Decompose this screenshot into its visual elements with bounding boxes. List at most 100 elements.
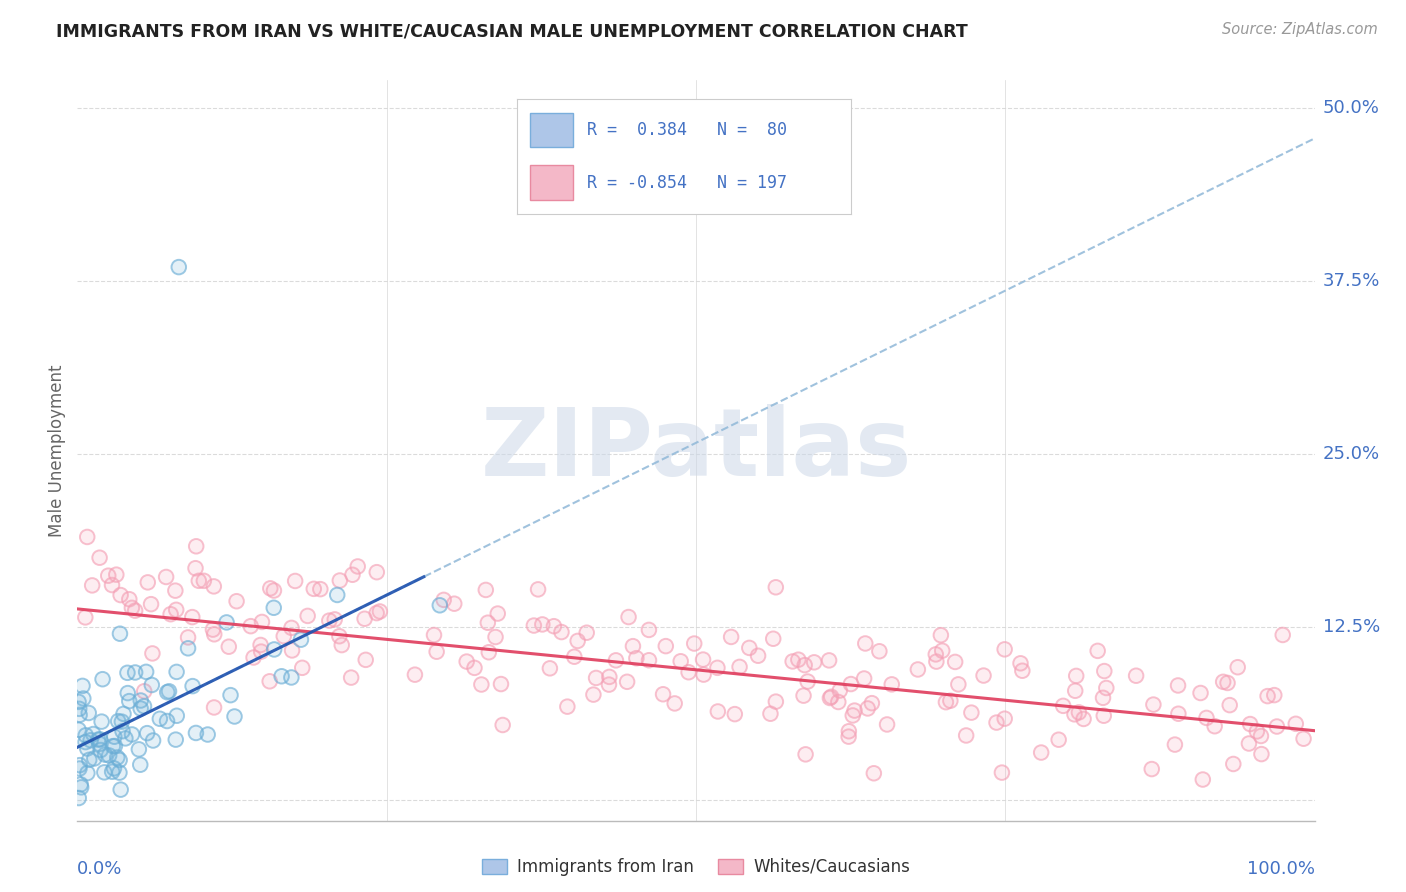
Point [652, 687, 675, 701]
Point [1047, 732, 1070, 747]
Point [720, 630, 742, 644]
Point [724, 707, 747, 722]
Point [638, 623, 661, 637]
Point [121, 600, 143, 615]
Point [297, 608, 319, 623]
Point [598, 670, 620, 684]
Point [242, 650, 264, 665]
Point [77, 753, 100, 767]
Point [328, 629, 350, 643]
Point [492, 718, 515, 732]
Point [759, 706, 782, 721]
Point [290, 632, 312, 647]
Point [868, 644, 890, 658]
Point [263, 642, 285, 657]
Point [177, 631, 200, 645]
Point [433, 593, 456, 607]
Point [557, 699, 579, 714]
Point [818, 691, 841, 706]
Point [1271, 628, 1294, 642]
Point [853, 636, 876, 650]
Point [263, 583, 285, 598]
Point [683, 636, 706, 650]
Point [404, 667, 426, 681]
Point [186, 539, 208, 553]
Point [838, 730, 860, 744]
Point [249, 638, 271, 652]
Point [94, 747, 117, 762]
Point [181, 679, 204, 693]
Point [202, 700, 225, 714]
Point [1239, 717, 1261, 731]
Point [931, 644, 953, 658]
Point [477, 615, 499, 630]
Point [598, 678, 620, 692]
Point [960, 706, 983, 720]
Point [330, 638, 353, 652]
Text: 0.0%: 0.0% [77, 860, 122, 878]
Point [197, 727, 219, 741]
Text: 25.0%: 25.0% [1323, 445, 1381, 463]
Point [75, 610, 97, 624]
Point [302, 582, 325, 596]
Point [1063, 707, 1085, 722]
Point [107, 714, 129, 728]
Point [166, 665, 188, 679]
Point [82, 727, 104, 741]
Point [117, 665, 139, 680]
Point [1191, 772, 1213, 787]
Point [103, 730, 125, 744]
Point [89, 732, 111, 747]
Point [842, 708, 865, 723]
Point [141, 678, 163, 692]
Point [1204, 719, 1226, 733]
Point [82, 727, 104, 741]
Point [960, 706, 983, 720]
Point [626, 651, 648, 665]
Point [79, 733, 101, 747]
Point [621, 639, 644, 653]
Point [638, 653, 661, 667]
Point [1285, 716, 1308, 731]
Point [1250, 747, 1272, 761]
Point [142, 733, 165, 747]
Point [706, 661, 728, 675]
Point [281, 643, 304, 657]
Point [765, 580, 787, 594]
Point [765, 580, 787, 594]
Point [353, 612, 375, 626]
Point [720, 630, 742, 644]
Point [820, 690, 842, 704]
Point [1257, 689, 1279, 703]
Point [202, 700, 225, 714]
Point [142, 733, 165, 747]
Point [1263, 688, 1285, 702]
Point [692, 652, 714, 666]
Point [184, 726, 207, 740]
Point [77, 753, 100, 767]
Point [1142, 698, 1164, 712]
Point [290, 632, 312, 647]
Point [839, 677, 862, 691]
Point [75, 728, 97, 742]
Point [1246, 724, 1268, 739]
Point [280, 670, 302, 684]
Point [263, 642, 285, 657]
Point [121, 727, 143, 741]
Point [72, 679, 94, 693]
Point [794, 747, 817, 762]
Point [489, 677, 512, 691]
Point [1212, 674, 1234, 689]
Point [986, 715, 1008, 730]
Point [128, 742, 150, 756]
Point [141, 647, 163, 661]
Point [1063, 707, 1085, 722]
Point [181, 610, 204, 624]
Point [242, 650, 264, 665]
Point [863, 766, 886, 780]
Point [167, 260, 190, 274]
Point [110, 588, 132, 602]
Point [443, 597, 465, 611]
Point [828, 683, 851, 698]
Point [929, 628, 952, 642]
